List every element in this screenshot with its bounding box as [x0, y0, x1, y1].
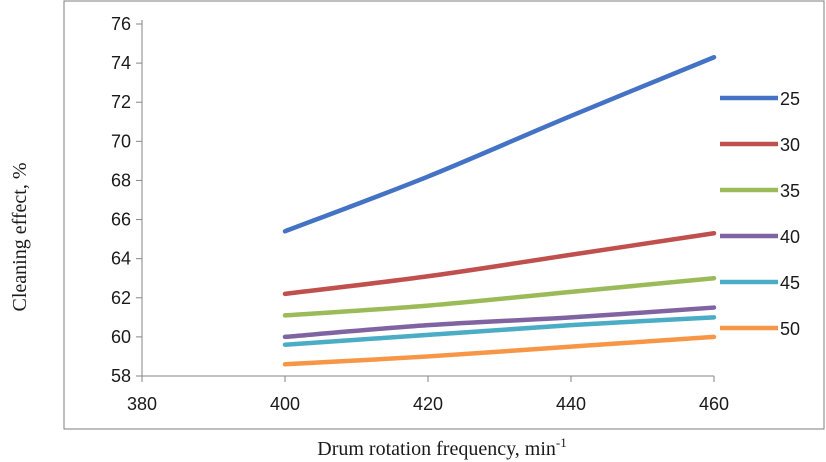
y-tick-label: 62: [111, 288, 131, 308]
y-tick-label: 70: [111, 131, 131, 151]
legend-label-50: 50: [780, 319, 800, 339]
series-line-50: [282, 334, 717, 367]
series-line-30: [282, 230, 717, 297]
legend-label-35: 35: [780, 181, 800, 201]
y-tick-label: 76: [111, 14, 131, 34]
y-tick-label: 60: [111, 327, 131, 347]
legend-label-45: 45: [780, 273, 800, 293]
legend-label-25: 25: [780, 89, 800, 109]
x-tick-label: 440: [556, 394, 586, 414]
y-tick-label: 68: [111, 170, 131, 190]
series-line-45: [282, 315, 717, 347]
x-tick-label: 460: [699, 394, 729, 414]
plot-area: 58 60 62 64 66 68 70 72 74 76 380 400 420 440 460: [111, 14, 729, 414]
x-axis-title: Drum rotation frequency, min-1: [317, 435, 566, 460]
x-axis-title-superscript: -1: [556, 435, 567, 450]
y-tick-label: 58: [111, 366, 131, 386]
x-axis-title-main: Drum rotation frequency, min: [317, 438, 556, 460]
y-tick-label: 72: [111, 92, 131, 112]
x-tick-label: 400: [270, 394, 300, 414]
chart-frame: [63, 0, 825, 430]
y-tick-label: 66: [111, 210, 131, 230]
x-tick-label: 420: [413, 394, 443, 414]
series-line-40: [282, 305, 717, 340]
series-line-25: [282, 54, 717, 234]
legend-label-40: 40: [780, 227, 800, 247]
legend-label-30: 30: [780, 135, 800, 155]
y-axis-title: Cleaning effect, %: [9, 162, 31, 311]
x-tick-label: 380: [127, 394, 157, 414]
legend: 25 30 35 40 45 50: [720, 89, 800, 339]
y-tick-label: 64: [111, 249, 131, 269]
series-line-35: [282, 275, 717, 318]
y-tick-label: 74: [111, 53, 131, 73]
